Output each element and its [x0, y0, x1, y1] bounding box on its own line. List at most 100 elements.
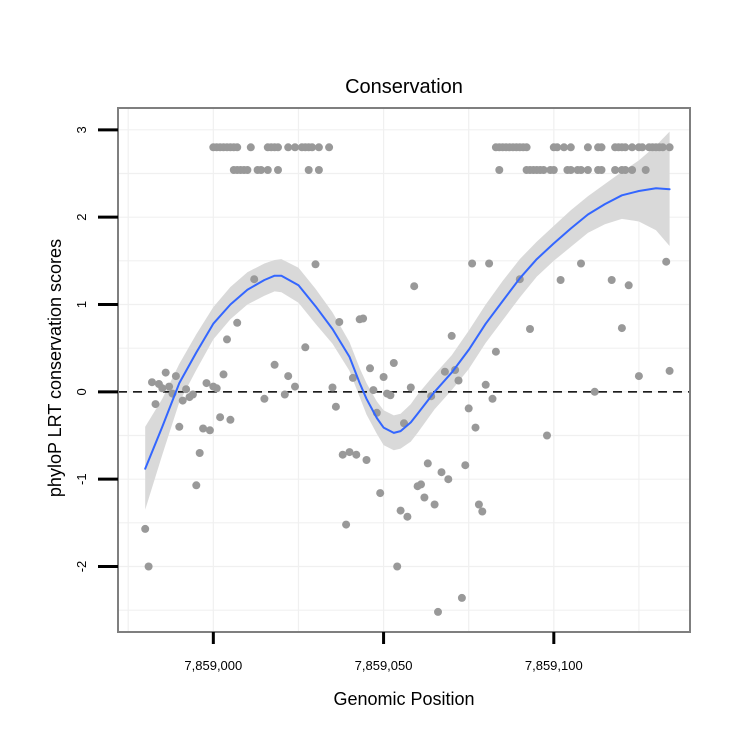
data-point [624, 281, 633, 290]
confidence-band-layer [145, 131, 670, 510]
data-point [199, 424, 208, 433]
data-point [366, 364, 374, 373]
data-point [148, 378, 156, 387]
data-point [165, 382, 174, 391]
data-point [376, 489, 385, 498]
y-tick-label: -2 [74, 561, 89, 573]
data-point [308, 143, 317, 152]
data-point [195, 449, 204, 457]
data-point [583, 143, 592, 152]
data-point [314, 143, 323, 152]
data-point [362, 456, 371, 464]
data-point [617, 324, 626, 333]
data-point [420, 493, 429, 502]
data-point [566, 166, 575, 174]
data-point [301, 343, 310, 352]
data-point [274, 166, 282, 174]
data-point [665, 366, 674, 375]
data-point [590, 387, 599, 396]
data-point [144, 562, 153, 571]
data-point [638, 143, 647, 152]
data-point [335, 318, 344, 326]
data-point [178, 396, 187, 405]
data-point [314, 166, 323, 174]
data-point [539, 166, 548, 174]
data-point [468, 259, 477, 268]
data-point [369, 386, 378, 395]
x-tick-label: 7,859,000 [184, 658, 242, 673]
data-point [325, 143, 334, 152]
data-point [141, 524, 150, 533]
data-point [188, 390, 197, 399]
data-point [662, 257, 671, 266]
data-point [485, 259, 494, 268]
data-point [328, 383, 337, 392]
data-point [478, 507, 487, 516]
data-point [352, 450, 361, 459]
y-tick-label: -1 [74, 473, 89, 485]
data-point [526, 325, 534, 333]
data-point [212, 384, 221, 393]
data-point [461, 461, 470, 470]
data-point [471, 423, 480, 432]
data-point [291, 382, 299, 391]
data-point [158, 384, 167, 393]
data-point [628, 143, 637, 152]
data-point [628, 166, 637, 174]
data-point [393, 562, 402, 571]
data-point [553, 143, 562, 152]
data-point [437, 468, 446, 477]
data-point [263, 166, 272, 174]
data-point [396, 506, 405, 515]
data-point [386, 391, 395, 400]
data-point [345, 448, 354, 457]
data-point [342, 520, 351, 529]
data-point [291, 143, 299, 152]
data-point [423, 459, 432, 468]
loess-line [144, 187, 671, 470]
data-point [597, 143, 606, 152]
data-point [566, 143, 575, 152]
data-point [457, 593, 466, 602]
data-point [607, 276, 616, 284]
data-point [270, 360, 279, 369]
data-point [447, 331, 456, 340]
data-point [549, 166, 558, 174]
x-tick-label: 7,859,100 [525, 658, 583, 673]
y-axis-ticks: -2 -1 0 1 2 3 [74, 126, 118, 572]
data-point [260, 394, 269, 403]
data-point [223, 335, 231, 344]
data-point [205, 426, 214, 435]
data-point [522, 143, 531, 152]
data-point [171, 372, 180, 381]
x-axis-label: Genomic Position [333, 689, 474, 709]
data-point [488, 394, 497, 403]
data-point [556, 276, 565, 284]
data-point [621, 166, 630, 174]
data-point [250, 275, 259, 284]
data-point [311, 260, 320, 269]
chart-title: Conservation [345, 76, 463, 98]
y-tick-label: 3 [74, 126, 89, 133]
data-point [280, 390, 289, 399]
y-axis-label: phyloP LRT conservation scores [45, 239, 65, 497]
loess-line-layer [144, 187, 671, 470]
data-point [202, 379, 211, 388]
data-point [665, 143, 674, 152]
data-point [491, 347, 500, 356]
data-point [434, 607, 442, 616]
confidence-band [145, 131, 670, 510]
data-point [444, 475, 453, 484]
data-point [338, 450, 347, 459]
data-point [192, 481, 201, 490]
data-point [348, 373, 357, 382]
data-point [284, 372, 293, 381]
data-point [243, 166, 252, 174]
data-point [543, 431, 551, 440]
data-point [182, 385, 191, 394]
data-point [440, 367, 449, 376]
data-point [577, 166, 585, 174]
y-tick-label: 0 [74, 388, 89, 395]
data-point [621, 143, 630, 152]
x-axis-ticks: 7,859,000 7,859,050 7,859,100 [184, 632, 583, 673]
